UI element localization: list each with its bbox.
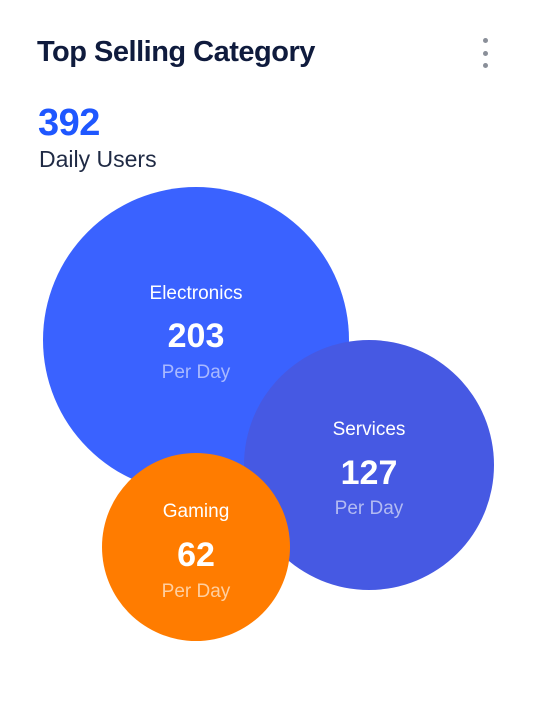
daily-users-label: Daily Users xyxy=(39,146,157,172)
bubble-unit: Per Day xyxy=(335,498,404,519)
bubble-label: Electronics xyxy=(150,283,243,304)
bubble-label: Gaming xyxy=(163,501,230,522)
bubble-circle-services xyxy=(244,340,494,590)
bubble-value: 127 xyxy=(341,454,398,492)
bubble-services: Services 127 Per Day xyxy=(244,340,494,590)
daily-users-value: 392 xyxy=(38,102,100,144)
menu-dot xyxy=(482,50,488,56)
bubble-circle-gaming xyxy=(102,453,290,641)
card-title: Top Selling Category xyxy=(37,36,315,68)
bubble-value: 62 xyxy=(177,536,215,574)
menu-dot xyxy=(482,38,488,43)
bubble-gaming: Gaming 62 Per Day xyxy=(102,453,290,641)
kebab-menu-icon[interactable] xyxy=(474,38,496,68)
bubble-value: 203 xyxy=(168,317,225,355)
bubble-label: Services xyxy=(333,419,406,440)
bubble-unit: Per Day xyxy=(162,362,231,383)
menu-dot xyxy=(482,63,488,68)
bubble-unit: Per Day xyxy=(162,581,231,602)
